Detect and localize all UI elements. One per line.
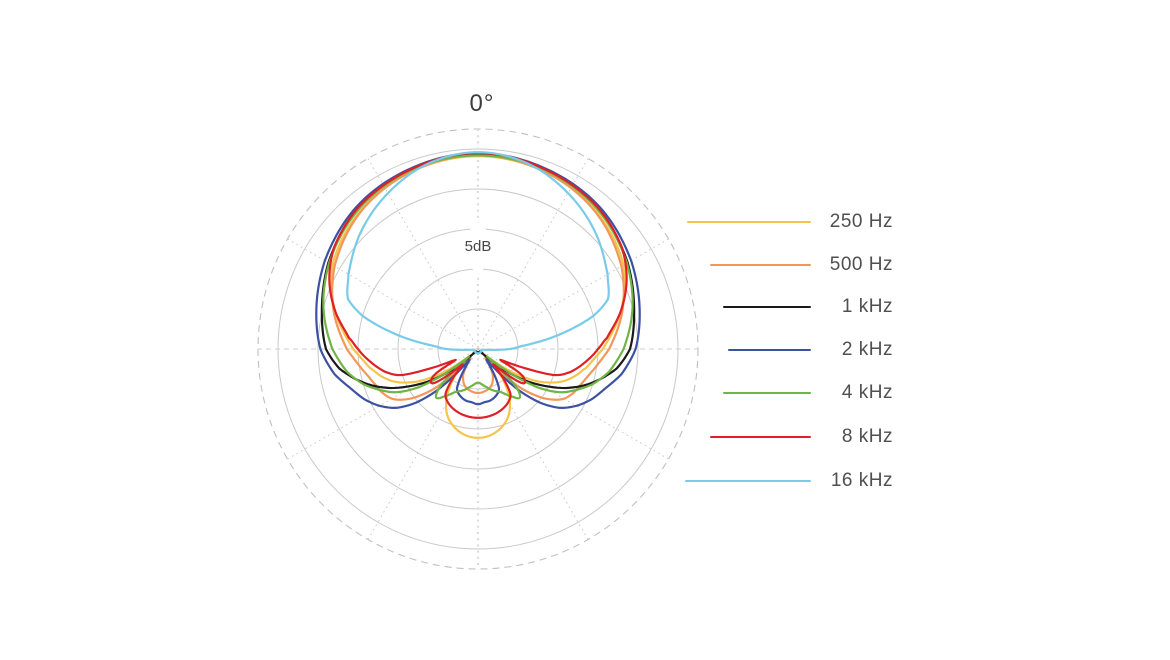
spoke-line [477, 238, 669, 350]
zero-degree-label: 0° [469, 90, 495, 117]
legend-label: 4 kHz [841, 382, 893, 403]
spoke-line [287, 238, 479, 350]
legend-label: 250 Hz [829, 211, 893, 232]
spoke-line [477, 158, 589, 350]
legend-swatch-500hz [710, 264, 811, 266]
curve-4khz [322, 154, 634, 400]
legend-label: 1 kHz [841, 296, 893, 317]
legend-label: 500 Hz [829, 254, 893, 275]
legend-swatch-16khz [685, 480, 811, 482]
legend-swatch-250hz [687, 221, 811, 223]
legend-label: 16 kHz [830, 470, 893, 491]
legend-swatch-4khz [723, 392, 811, 394]
legend-swatch-1khz [723, 306, 811, 308]
curve-16khz [346, 151, 610, 355]
scale-chip-diamond [450, 222, 506, 274]
frequency-curves [315, 151, 641, 439]
legend-swatch-8khz [710, 436, 811, 438]
legend-label: 2 kHz [841, 339, 893, 360]
scale-chip [450, 222, 506, 274]
legend-swatch-2khz [728, 349, 811, 351]
legend-label: 8 kHz [841, 426, 893, 447]
spoke-line [367, 158, 479, 350]
scale-note-label: 5dB [464, 238, 492, 255]
